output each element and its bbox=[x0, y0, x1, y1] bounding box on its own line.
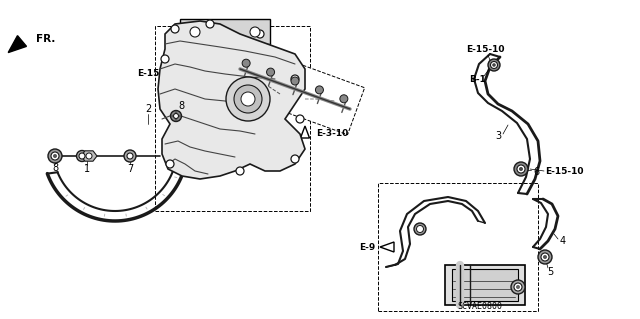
Circle shape bbox=[519, 167, 523, 171]
Text: E-15-10: E-15-10 bbox=[466, 44, 504, 54]
Circle shape bbox=[242, 59, 250, 67]
Circle shape bbox=[543, 255, 547, 259]
Circle shape bbox=[516, 285, 520, 289]
Circle shape bbox=[538, 250, 552, 264]
Polygon shape bbox=[225, 43, 365, 135]
Circle shape bbox=[170, 110, 182, 122]
Circle shape bbox=[490, 62, 497, 69]
Text: SCVAE0800: SCVAE0800 bbox=[458, 302, 502, 311]
Circle shape bbox=[226, 77, 270, 121]
Text: 4: 4 bbox=[560, 236, 566, 246]
Circle shape bbox=[79, 153, 85, 159]
Circle shape bbox=[414, 223, 426, 235]
Circle shape bbox=[124, 150, 136, 162]
Text: FR.: FR. bbox=[36, 34, 56, 44]
Circle shape bbox=[417, 226, 424, 233]
Circle shape bbox=[241, 92, 255, 106]
Circle shape bbox=[296, 115, 304, 123]
Text: 8: 8 bbox=[52, 163, 58, 173]
Circle shape bbox=[492, 63, 496, 67]
Circle shape bbox=[291, 75, 299, 83]
Circle shape bbox=[175, 119, 177, 121]
Text: E-15: E-15 bbox=[138, 70, 160, 78]
Polygon shape bbox=[158, 21, 305, 179]
Circle shape bbox=[267, 68, 275, 76]
Circle shape bbox=[316, 86, 323, 94]
Circle shape bbox=[127, 153, 133, 159]
Bar bbox=[452, 269, 518, 301]
Polygon shape bbox=[81, 151, 97, 161]
Circle shape bbox=[514, 162, 528, 176]
Circle shape bbox=[171, 115, 173, 117]
Text: E-15-10: E-15-10 bbox=[545, 167, 584, 175]
Circle shape bbox=[86, 153, 92, 159]
Circle shape bbox=[206, 20, 214, 28]
Bar bbox=[378, 183, 538, 311]
Text: 6: 6 bbox=[533, 167, 539, 177]
Text: 3: 3 bbox=[495, 131, 501, 141]
Circle shape bbox=[488, 59, 500, 71]
Circle shape bbox=[171, 25, 179, 33]
Circle shape bbox=[190, 27, 200, 37]
Circle shape bbox=[48, 149, 62, 163]
Circle shape bbox=[166, 160, 174, 168]
Circle shape bbox=[179, 115, 181, 117]
Text: E-3-10: E-3-10 bbox=[316, 129, 348, 137]
Text: 5: 5 bbox=[547, 267, 553, 277]
Circle shape bbox=[53, 154, 57, 158]
Circle shape bbox=[541, 253, 549, 261]
Circle shape bbox=[514, 283, 522, 291]
Circle shape bbox=[173, 114, 179, 118]
Bar bbox=[155, 26, 310, 211]
Circle shape bbox=[340, 95, 348, 103]
Text: 1: 1 bbox=[84, 164, 90, 174]
Circle shape bbox=[51, 152, 59, 160]
Circle shape bbox=[511, 280, 525, 294]
Circle shape bbox=[250, 27, 260, 37]
Bar bbox=[180, 19, 270, 44]
Text: 2: 2 bbox=[145, 104, 151, 114]
Text: 7: 7 bbox=[127, 164, 133, 174]
Bar bbox=[445, 265, 525, 305]
Circle shape bbox=[291, 155, 299, 163]
Text: B-1: B-1 bbox=[470, 75, 486, 84]
Circle shape bbox=[517, 165, 525, 173]
Circle shape bbox=[291, 77, 299, 85]
Circle shape bbox=[236, 167, 244, 175]
Text: E-9: E-9 bbox=[359, 242, 375, 251]
Circle shape bbox=[256, 30, 264, 38]
Circle shape bbox=[77, 151, 88, 161]
Polygon shape bbox=[8, 36, 26, 53]
Text: 8: 8 bbox=[178, 101, 184, 111]
Circle shape bbox=[175, 111, 177, 113]
Circle shape bbox=[161, 55, 169, 63]
Circle shape bbox=[234, 85, 262, 113]
